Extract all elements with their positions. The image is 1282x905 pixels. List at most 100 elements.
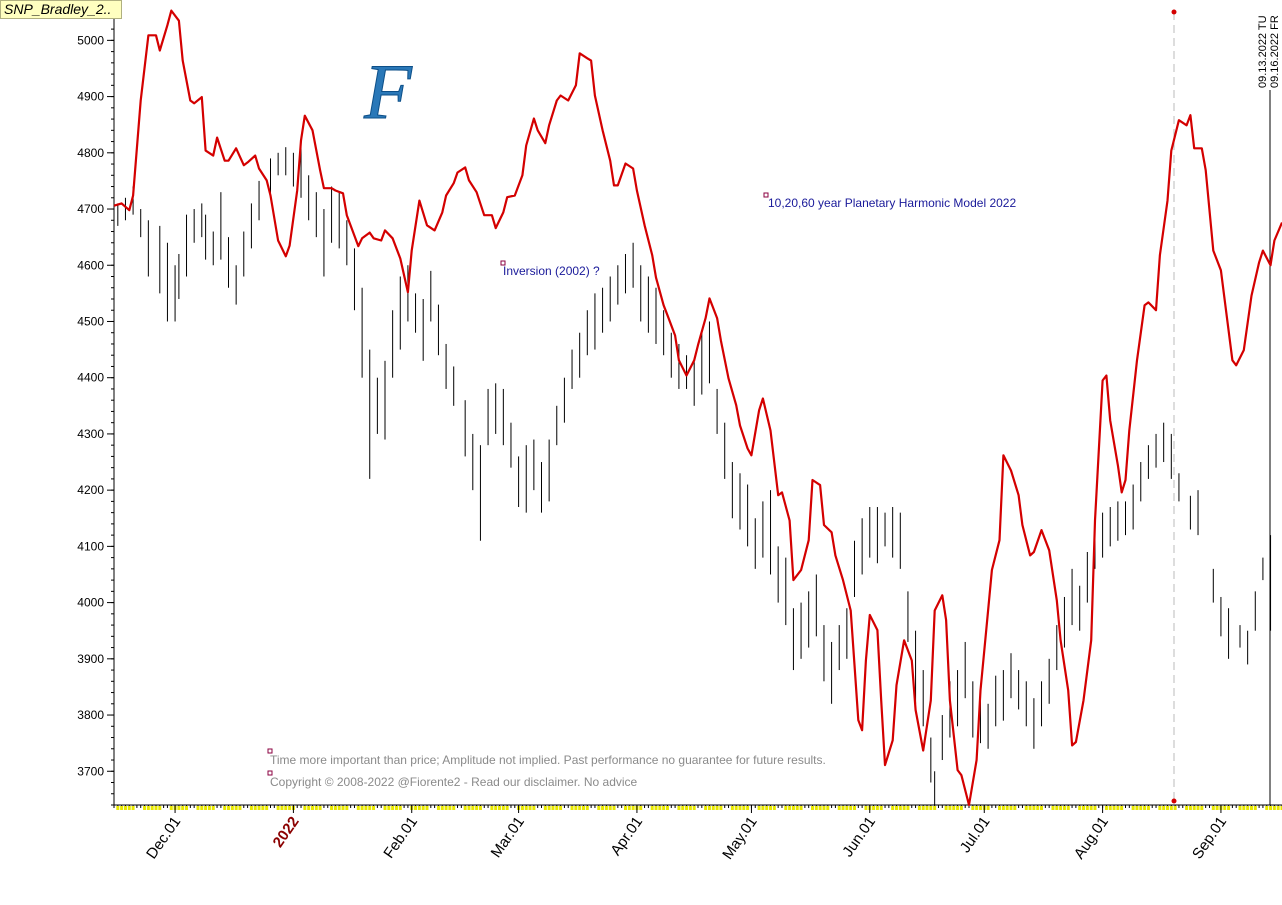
y-tick-label: 4800	[77, 146, 104, 160]
session-marker	[177, 806, 181, 810]
session-marker	[814, 806, 818, 810]
session-marker	[1009, 806, 1013, 810]
session-marker	[181, 806, 185, 810]
session-marker	[532, 806, 536, 810]
session-marker	[150, 806, 154, 810]
session-marker	[211, 806, 215, 810]
session-marker	[227, 806, 231, 810]
session-marker	[1146, 806, 1150, 810]
copyright: Copyright © 2008-2022 @Fiorente2 - Read …	[270, 775, 638, 789]
session-marker	[898, 806, 902, 810]
session-marker	[394, 806, 398, 810]
session-marker	[791, 806, 795, 810]
session-marker	[658, 806, 662, 810]
session-marker	[238, 806, 242, 810]
session-marker	[196, 806, 200, 810]
session-marker	[288, 806, 292, 810]
session-marker	[1028, 806, 1032, 810]
session-marker	[1158, 806, 1162, 810]
session-marker	[528, 806, 532, 810]
y-tick-label: 4900	[77, 90, 104, 104]
session-marker	[1188, 806, 1192, 810]
session-marker	[436, 806, 440, 810]
session-marker	[921, 806, 925, 810]
session-marker	[1032, 806, 1036, 810]
session-marker	[1215, 806, 1219, 810]
session-marker	[837, 806, 841, 810]
session-marker	[761, 806, 765, 810]
session-marker	[372, 806, 376, 810]
session-marker	[1211, 806, 1215, 810]
session-marker	[475, 806, 479, 810]
y-tick-label: 3900	[77, 652, 104, 666]
date-label: 09.13.2022 TU	[1257, 15, 1269, 88]
session-marker	[677, 806, 681, 810]
session-marker	[1135, 806, 1139, 810]
session-marker	[998, 806, 1002, 810]
title-box	[0, 0, 122, 19]
session-marker	[933, 806, 937, 810]
session-marker	[1227, 806, 1231, 810]
session-marker	[391, 806, 395, 810]
session-marker	[845, 806, 849, 810]
session-marker	[337, 806, 341, 810]
session-marker	[730, 806, 734, 810]
session-marker	[986, 806, 990, 810]
session-marker	[345, 806, 349, 810]
session-marker	[463, 806, 467, 810]
session-marker	[490, 806, 494, 810]
session-marker	[608, 806, 612, 810]
session-marker	[639, 806, 643, 810]
session-marker	[1066, 806, 1070, 810]
y-tick-label: 4300	[77, 427, 104, 441]
session-marker	[146, 806, 150, 810]
session-marker	[894, 806, 898, 810]
session-marker	[574, 806, 578, 810]
session-marker	[1169, 806, 1173, 810]
session-marker	[414, 806, 418, 810]
session-marker	[597, 806, 601, 810]
session-marker	[811, 806, 815, 810]
session-marker	[1116, 806, 1120, 810]
session-marker	[257, 806, 261, 810]
session-marker	[1173, 806, 1177, 810]
session-marker	[681, 806, 685, 810]
disclaimer: Time more important than price; Amplitud…	[270, 753, 826, 767]
session-marker	[318, 806, 322, 810]
session-marker	[623, 806, 627, 810]
y-tick-label: 3700	[77, 764, 104, 778]
session-marker	[207, 806, 211, 810]
y-tick-label: 4400	[77, 371, 104, 385]
session-marker	[742, 806, 746, 810]
session-marker	[303, 806, 307, 810]
session-marker	[1238, 806, 1242, 810]
session-marker	[230, 806, 234, 810]
session-marker	[849, 806, 853, 810]
annotation-marker	[763, 192, 769, 198]
session-marker	[341, 806, 345, 810]
session-marker	[707, 806, 711, 810]
session-marker	[471, 806, 475, 810]
session-marker	[123, 806, 127, 810]
session-marker	[383, 806, 387, 810]
session-marker	[1223, 806, 1227, 810]
session-marker	[520, 806, 524, 810]
session-marker	[944, 806, 948, 810]
session-marker	[154, 806, 158, 810]
session-marker	[356, 806, 360, 810]
session-marker	[421, 806, 425, 810]
session-marker	[559, 806, 563, 810]
session-marker	[204, 806, 208, 810]
session-marker	[879, 806, 883, 810]
session-marker	[585, 806, 589, 810]
session-marker	[685, 806, 689, 810]
session-marker	[1112, 806, 1116, 810]
session-marker	[1120, 806, 1124, 810]
session-marker	[1036, 806, 1040, 810]
chart-title: SNP_Bradley_2..	[4, 1, 111, 17]
session-marker	[612, 806, 616, 810]
session-marker	[978, 806, 982, 810]
y-tick-label: 3800	[77, 708, 104, 722]
session-marker	[971, 806, 975, 810]
